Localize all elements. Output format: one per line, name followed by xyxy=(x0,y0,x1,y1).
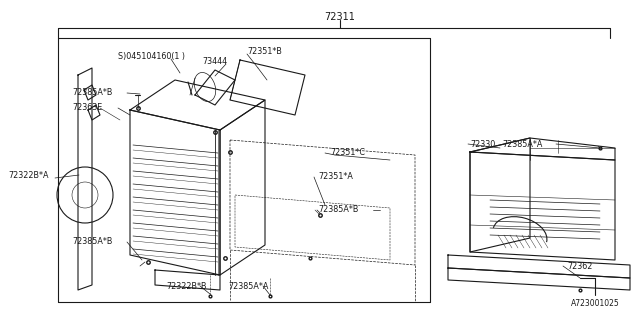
Text: 72311: 72311 xyxy=(324,12,355,22)
Text: 72385A*A: 72385A*A xyxy=(502,140,542,149)
Text: S)045104160(1 ): S)045104160(1 ) xyxy=(118,52,185,61)
Text: 72351*A: 72351*A xyxy=(318,172,353,181)
Text: 72385A*B: 72385A*B xyxy=(72,237,113,246)
Text: 72385A*B: 72385A*B xyxy=(72,88,113,97)
Text: A723001025: A723001025 xyxy=(572,299,620,308)
Text: 72330: 72330 xyxy=(470,140,495,149)
Text: 72363E: 72363E xyxy=(72,103,102,112)
Text: 72385A*B: 72385A*B xyxy=(318,205,358,214)
Text: 72322B*B: 72322B*B xyxy=(166,282,207,291)
Text: 72362: 72362 xyxy=(567,262,593,271)
Text: 73444: 73444 xyxy=(202,57,227,66)
Text: 72322B*A: 72322B*A xyxy=(8,171,49,180)
Text: 72385A*A: 72385A*A xyxy=(228,282,268,291)
Text: 72351*C: 72351*C xyxy=(330,148,365,157)
Text: 72351*B: 72351*B xyxy=(247,47,282,56)
